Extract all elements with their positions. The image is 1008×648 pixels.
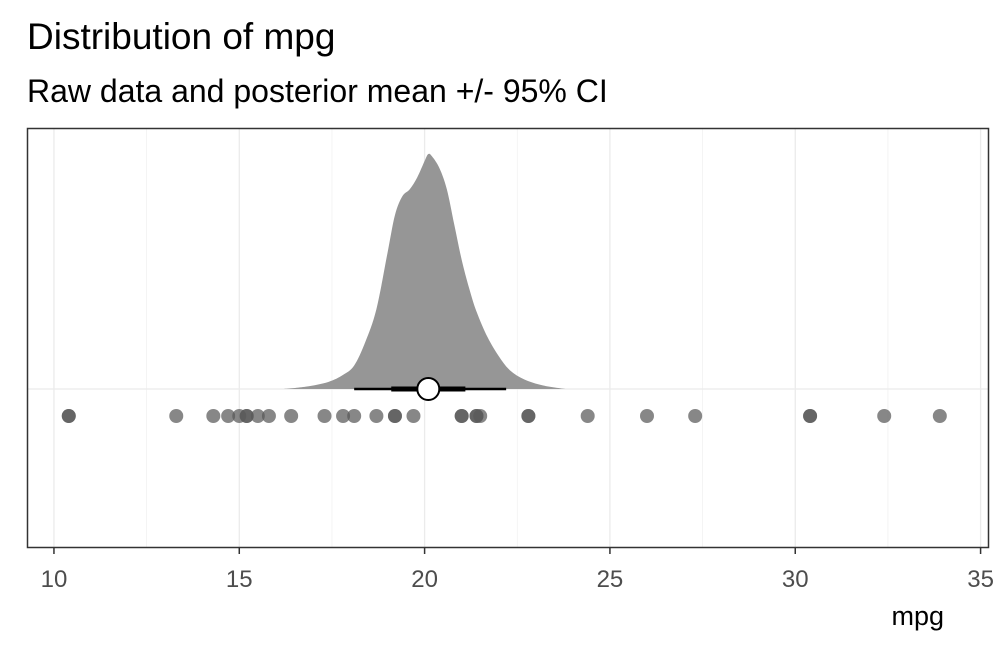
chart-title: Distribution of mpg <box>27 16 335 57</box>
data-point <box>61 409 76 423</box>
data-point <box>877 409 892 423</box>
x-tick-label: 30 <box>782 566 809 593</box>
x-tick-label: 35 <box>967 566 994 593</box>
data-point <box>221 409 236 423</box>
data-point <box>688 409 703 423</box>
x-tick-label: 20 <box>411 566 438 593</box>
data-point <box>469 409 484 423</box>
data-point <box>521 409 536 423</box>
data-point <box>387 409 402 423</box>
x-tick-label: 10 <box>41 566 68 593</box>
data-point <box>317 409 332 423</box>
posterior-interval <box>354 377 507 401</box>
x-tick-label: 15 <box>226 566 253 593</box>
data-point <box>347 409 362 423</box>
data-point <box>250 409 265 423</box>
data-point <box>369 409 384 423</box>
data-point <box>336 409 351 423</box>
posterior-mean-point <box>416 377 441 401</box>
data-point <box>284 409 299 423</box>
data-point <box>261 409 276 423</box>
density-curve <box>283 153 566 389</box>
chart-subtitle: Raw data and posterior mean +/- 95% CI <box>27 73 608 109</box>
grid-lines <box>28 129 988 547</box>
data-point <box>803 409 818 423</box>
panel-border <box>26 127 990 549</box>
x-axis: 10 15 20 25 30 35 <box>41 547 994 593</box>
data-point <box>406 409 421 423</box>
x-axis-label: mpg <box>891 601 944 631</box>
raw-data-points <box>61 409 947 423</box>
data-point <box>206 409 221 423</box>
data-point <box>454 409 469 423</box>
data-point <box>580 409 595 423</box>
data-point <box>232 409 247 423</box>
data-point <box>169 409 184 423</box>
posterior-density-area <box>283 153 566 389</box>
x-tick-label: 25 <box>597 566 624 593</box>
data-point <box>932 409 947 423</box>
data-point <box>639 409 654 423</box>
